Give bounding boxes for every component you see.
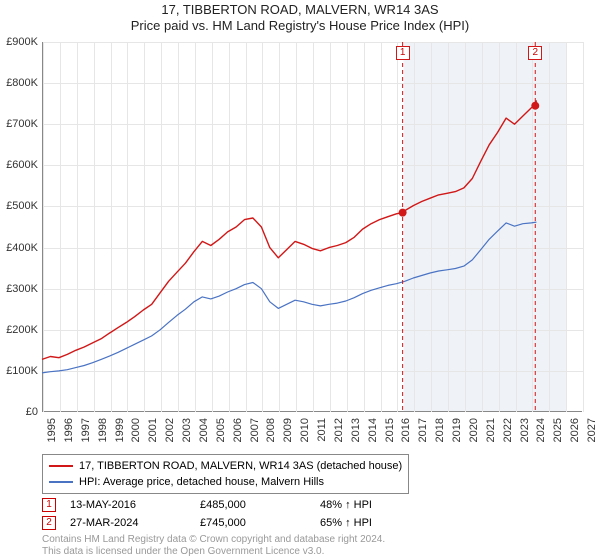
y-tick-label: £800K <box>6 77 38 89</box>
y-tick-label: £900K <box>6 36 38 48</box>
x-tick-label: 2010 <box>299 418 311 442</box>
title-main: 17, TIBBERTON ROAD, MALVERN, WR14 3AS <box>0 2 600 17</box>
tx-date: 27-MAR-2024 <box>70 517 200 529</box>
title-subtitle: Price paid vs. HM Land Registry's House … <box>0 18 600 33</box>
x-tick-label: 2018 <box>434 418 446 442</box>
x-tick-label: 2012 <box>333 418 345 442</box>
y-tick-label: £300K <box>6 283 38 295</box>
legend: 17, TIBBERTON ROAD, MALVERN, WR14 3AS (d… <box>42 454 409 494</box>
sale-marker-box: 2 <box>528 46 542 60</box>
chart-area: £0£100K£200K£300K£400K£500K£600K£700K£80… <box>42 42 582 412</box>
legend-label-2: HPI: Average price, detached house, Malv… <box>79 476 324 488</box>
footer-line-1: Contains HM Land Registry data © Crown c… <box>42 534 385 546</box>
x-tick-label: 2020 <box>468 418 480 442</box>
x-tick-label: 2011 <box>316 418 328 442</box>
x-tick-label: 2001 <box>147 418 159 442</box>
legend-label-1: 17, TIBBERTON ROAD, MALVERN, WR14 3AS (d… <box>79 460 402 472</box>
x-tick-label: 1997 <box>80 418 92 442</box>
x-tick-label: 2015 <box>384 418 396 442</box>
x-tick-label: 2023 <box>519 418 531 442</box>
x-tick-label: 1995 <box>46 418 58 442</box>
sale-marker-box: 1 <box>396 46 410 60</box>
x-tick-label: 2003 <box>181 418 193 442</box>
transactions-table: 1 13-MAY-2016 £485,000 48% ↑ HPI 2 27-MA… <box>42 496 440 532</box>
x-tick-label: 2016 <box>400 418 412 442</box>
y-tick-label: £200K <box>6 324 38 336</box>
y-tick-label: £500K <box>6 200 38 212</box>
x-tick-label: 2014 <box>367 418 379 442</box>
x-tick-label: 2009 <box>282 418 294 442</box>
marker-box-icon: 2 <box>42 516 56 530</box>
y-tick-label: £100K <box>6 365 38 377</box>
x-tick-label: 2025 <box>552 418 564 442</box>
x-tick-label: 1998 <box>97 418 109 442</box>
tx-delta: 48% ↑ HPI <box>320 499 440 511</box>
x-tick-label: 2007 <box>249 418 261 442</box>
x-tick-label: 2027 <box>586 418 598 442</box>
titles: 17, TIBBERTON ROAD, MALVERN, WR14 3AS Pr… <box>0 0 600 33</box>
x-tick-label: 2008 <box>265 418 277 442</box>
x-tick-label: 2000 <box>130 418 142 442</box>
x-tick-label: 2021 <box>485 418 497 442</box>
y-tick-label: £400K <box>6 242 38 254</box>
table-row: 2 27-MAR-2024 £745,000 65% ↑ HPI <box>42 514 440 532</box>
table-row: 1 13-MAY-2016 £485,000 48% ↑ HPI <box>42 496 440 514</box>
x-tick-label: 2013 <box>350 418 362 442</box>
tx-price: £745,000 <box>200 517 320 529</box>
line-svg <box>42 42 582 412</box>
footer: Contains HM Land Registry data © Crown c… <box>42 534 385 558</box>
y-tick-label: £700K <box>6 118 38 130</box>
x-tick-label: 2005 <box>215 418 227 442</box>
y-tick-label: £0 <box>26 406 38 418</box>
footer-line-2: This data is licensed under the Open Gov… <box>42 546 385 558</box>
chart-container: 17, TIBBERTON ROAD, MALVERN, WR14 3AS Pr… <box>0 0 600 560</box>
x-tick-label: 2004 <box>198 418 210 442</box>
x-tick-label: 1996 <box>63 418 75 442</box>
y-tick-label: £600K <box>6 159 38 171</box>
x-tick-label: 1999 <box>114 418 126 442</box>
tx-price: £485,000 <box>200 499 320 511</box>
x-tick-label: 2024 <box>535 418 547 442</box>
legend-swatch-1 <box>49 465 73 467</box>
x-tick-label: 2017 <box>417 418 429 442</box>
x-tick-label: 2002 <box>164 418 176 442</box>
legend-row: HPI: Average price, detached house, Malv… <box>49 474 402 490</box>
tx-date: 13-MAY-2016 <box>70 499 200 511</box>
legend-row: 17, TIBBERTON ROAD, MALVERN, WR14 3AS (d… <box>49 458 402 474</box>
legend-swatch-2 <box>49 481 73 483</box>
tx-delta: 65% ↑ HPI <box>320 517 440 529</box>
x-tick-label: 2006 <box>232 418 244 442</box>
marker-box-icon: 1 <box>42 498 56 512</box>
x-tick-label: 2022 <box>502 418 514 442</box>
x-tick-label: 2026 <box>569 418 581 442</box>
x-tick-label: 2019 <box>451 418 463 442</box>
